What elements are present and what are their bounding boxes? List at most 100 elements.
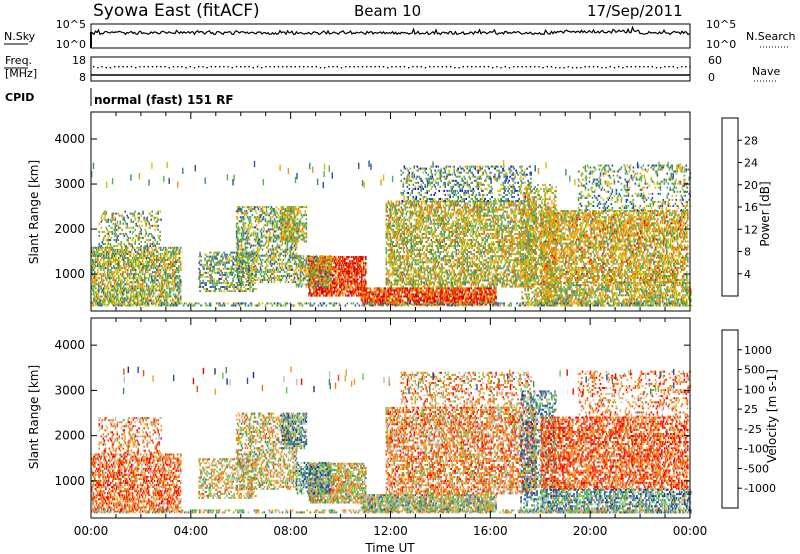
nave-dot (505, 66, 506, 67)
power-cell (110, 259, 112, 261)
power-cell (311, 293, 313, 295)
power-cell (305, 278, 307, 280)
power-cell (151, 215, 153, 217)
power-cell (144, 275, 146, 277)
power-cell (101, 221, 103, 223)
power-cell (135, 271, 137, 273)
power-cell (257, 269, 259, 271)
nave-dot (223, 66, 224, 67)
power-cell (115, 298, 117, 300)
power-cell (220, 290, 222, 292)
power-cell (313, 255, 315, 257)
nave-dot (240, 66, 241, 67)
power-cell (243, 255, 245, 257)
power-cell (148, 279, 150, 281)
power-cell (297, 214, 299, 216)
power-cell (285, 281, 287, 283)
power-cell (351, 295, 353, 297)
power-cell (332, 258, 334, 260)
power-cell (296, 245, 298, 247)
power-cell (108, 233, 110, 235)
power-cell (337, 291, 339, 293)
nave-dot (484, 66, 485, 67)
power-cell (127, 271, 129, 273)
power-cell (246, 267, 248, 269)
power-cell (133, 253, 135, 255)
power-cell (125, 233, 127, 235)
power-cell (242, 251, 244, 253)
power-cell (123, 263, 125, 265)
nave-dot (232, 67, 233, 68)
power-cell (260, 247, 262, 249)
power-cell (160, 255, 162, 257)
power-cell (400, 302, 402, 304)
power-cell (317, 284, 319, 286)
nave-dot (299, 66, 300, 67)
power-cell (115, 217, 117, 219)
power-cell (128, 253, 130, 255)
power-cell (115, 223, 117, 225)
power-cell (256, 267, 258, 269)
power-cell (231, 274, 233, 276)
power-cell (166, 255, 168, 257)
power-cell (173, 289, 175, 291)
power-cell (171, 267, 173, 269)
power-cell (373, 300, 375, 302)
power-cell (125, 267, 127, 269)
power-cell (255, 276, 257, 278)
power-cell (294, 214, 296, 216)
power-cell (113, 277, 115, 279)
power-cell (265, 269, 267, 271)
power-cell (106, 257, 108, 259)
power-cell (236, 282, 238, 284)
power-cell (228, 262, 230, 264)
power-cell (358, 291, 360, 293)
power-cell (137, 251, 139, 253)
power-cell (289, 277, 291, 279)
power-cell (122, 251, 124, 253)
power-cell (97, 298, 99, 300)
power-cell (126, 277, 128, 279)
power-cell (277, 222, 279, 224)
power-cell (297, 275, 299, 277)
power-cell (143, 263, 145, 265)
power-cell (227, 256, 229, 258)
power-cell (142, 259, 144, 261)
nave-dot (643, 66, 644, 67)
power-cell (267, 269, 269, 271)
power-cell (115, 227, 117, 229)
power-cell (356, 256, 358, 258)
power-cell (107, 247, 109, 249)
power-cell (294, 259, 296, 261)
power-cell (139, 265, 141, 267)
power-cell (241, 232, 243, 234)
power-cell (199, 270, 201, 272)
power-cell (321, 265, 323, 267)
power-cell (279, 275, 281, 277)
power-cell (312, 257, 314, 259)
power-cell (282, 237, 284, 239)
power-cell (243, 235, 245, 237)
power-cell (155, 225, 157, 227)
power-cell (232, 278, 234, 280)
power-cell (245, 257, 247, 259)
power-cell (255, 288, 257, 290)
power-cell (145, 223, 147, 225)
power-cell (140, 241, 142, 243)
power-cell (113, 296, 115, 298)
power-cell (206, 276, 208, 278)
power-cell (264, 235, 266, 237)
power-cell (282, 218, 284, 220)
power-cell (305, 212, 307, 214)
power-cell (279, 247, 281, 249)
nave-dot (278, 66, 279, 67)
power-cell (140, 231, 142, 233)
power-cell (106, 287, 108, 289)
power-cell (321, 263, 323, 265)
power-cell (275, 212, 277, 214)
power-cell (131, 261, 133, 263)
power-cell (289, 275, 291, 277)
power-cell (345, 278, 347, 280)
nave-dot (488, 66, 489, 67)
power-cell (371, 289, 373, 291)
